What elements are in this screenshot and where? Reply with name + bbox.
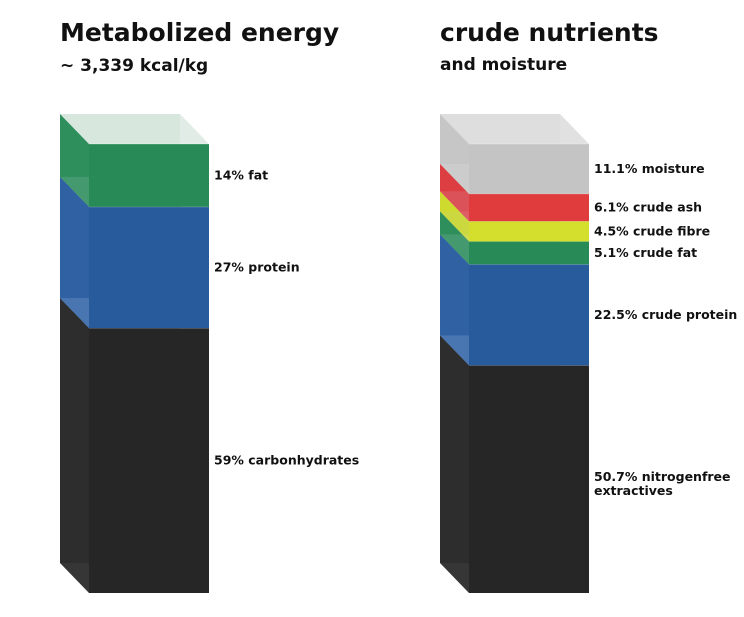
top-cap [440, 114, 589, 144]
bar-segment-27-protein [89, 206, 209, 329]
bar-segment-22-5-crude-protein [469, 264, 589, 366]
segment-label-27-protein: 27% protein [214, 259, 300, 274]
bar-segment-14-fat [89, 144, 209, 207]
segment-label-6-1-crude-ash: 6.1% crude ash [594, 200, 702, 215]
segment-label-22-5-crude-protein: 22.5% crude protein [594, 307, 737, 322]
segment-label-59-carbonhydrates: 59% carbonhydrates [214, 453, 359, 468]
bar-segment-6-1-crude-ash [469, 193, 589, 222]
segment-label-line: 50.7% nitrogenfree [594, 469, 731, 484]
segment-label-11-1-moisture: 11.1% moisture [594, 161, 705, 176]
segment-top-shade [60, 114, 209, 144]
chart-subtitle: ~ 3,339 kcal/kg [60, 56, 208, 76]
bar-segment-59-carbonhydrates [89, 328, 209, 593]
segment-label-14-fat: 14% fat [214, 167, 268, 182]
chart-subtitle: and moisture [440, 55, 567, 75]
segment-top-shade [440, 114, 589, 144]
bar-segment-11-1-moisture [469, 144, 589, 194]
bar-segment-50-7-nitrogenfree-extractives [469, 365, 589, 593]
chart-title: Metabolized energy [60, 18, 339, 47]
segment-label-line: extractives [594, 483, 673, 498]
chart-title: crude nutrients [440, 18, 659, 47]
bar-segment-4-5-crude-fibre [469, 221, 589, 242]
bar-segment-5-1-crude-fat [469, 241, 589, 265]
segment-label-50-7-nitrogenfree-extractives: 50.7% nitrogenfree extractives [594, 469, 731, 498]
top-cap [60, 114, 209, 144]
segment-label-4-5-crude-fibre: 4.5% crude fibre [594, 223, 710, 238]
segment-label-5-1-crude-fat: 5.1% crude fat [594, 245, 697, 260]
